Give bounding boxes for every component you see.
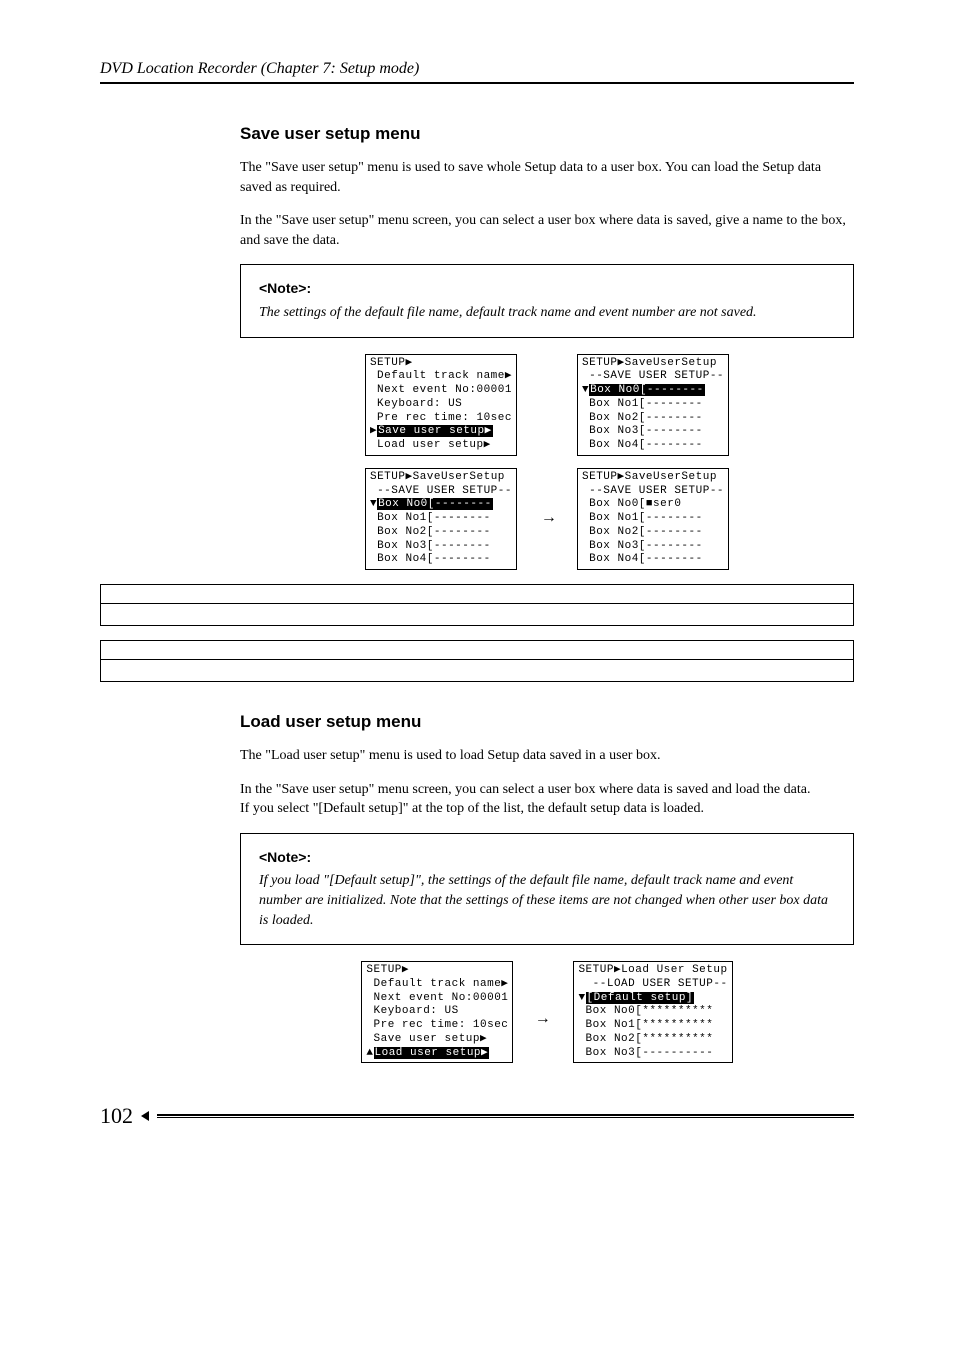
page-header: DVD Location Recorder (Chapter 7: Setup … [100,60,854,84]
note-text: The settings of the default file name, d… [259,305,757,320]
lcd-row-1: SETUP▶ Default track name▶ Next event No… [240,354,854,456]
note-box-save: <Note>: The settings of the default file… [240,264,854,337]
section-title-save: Save user setup menu [240,124,854,144]
lcd-screen-loaduser: SETUP▶Load User Setup --LOAD USER SETUP-… [573,961,732,1063]
body-load-p2: In the "Save user setup" menu screen, yo… [240,780,854,819]
placeholder-bar-2 [100,640,854,682]
page-number: 102 [100,1103,133,1129]
footer-line [157,1114,854,1118]
triangle-icon [141,1111,149,1121]
body-load-p1: The "Load user setup" menu is used to lo… [240,746,854,766]
note-label-load: <Note>: [259,848,835,868]
lcd-screen-setup-load: SETUP▶ Default track name▶ Next event No… [361,961,513,1063]
lcd-row-2: SETUP▶SaveUserSetup --SAVE USER SETUP-- … [240,468,854,570]
placeholder-bar-1 [100,584,854,626]
lcd-screen-saveuser1: SETUP▶SaveUserSetup --SAVE USER SETUP-- … [577,354,729,456]
note-box-load: <Note>: If you load "[Default setup]", t… [240,833,854,945]
lcd-screen-saveuser3: SETUP▶SaveUserSetup --SAVE USER SETUP-- … [577,468,729,570]
body-p1: The "Save user setup" menu is used to sa… [240,158,854,197]
lcd-screen-setup: SETUP▶ Default track name▶ Next event No… [365,354,517,456]
body-p2: In the "Save user setup" menu screen, yo… [240,211,854,250]
section-title-load: Load user setup menu [240,712,854,732]
arrow-right-icon: → [541,509,557,527]
lcd-screen-saveuser2: SETUP▶SaveUserSetup --SAVE USER SETUP-- … [365,468,517,570]
page-number-footer: 102 [100,1103,854,1129]
note-label: <Note>: [259,279,835,299]
arrow-right-icon: → [535,1010,551,1028]
note-text-load: If you load "[Default setup]", the setti… [259,873,828,927]
lcd-row-load: SETUP▶ Default track name▶ Next event No… [240,961,854,1063]
